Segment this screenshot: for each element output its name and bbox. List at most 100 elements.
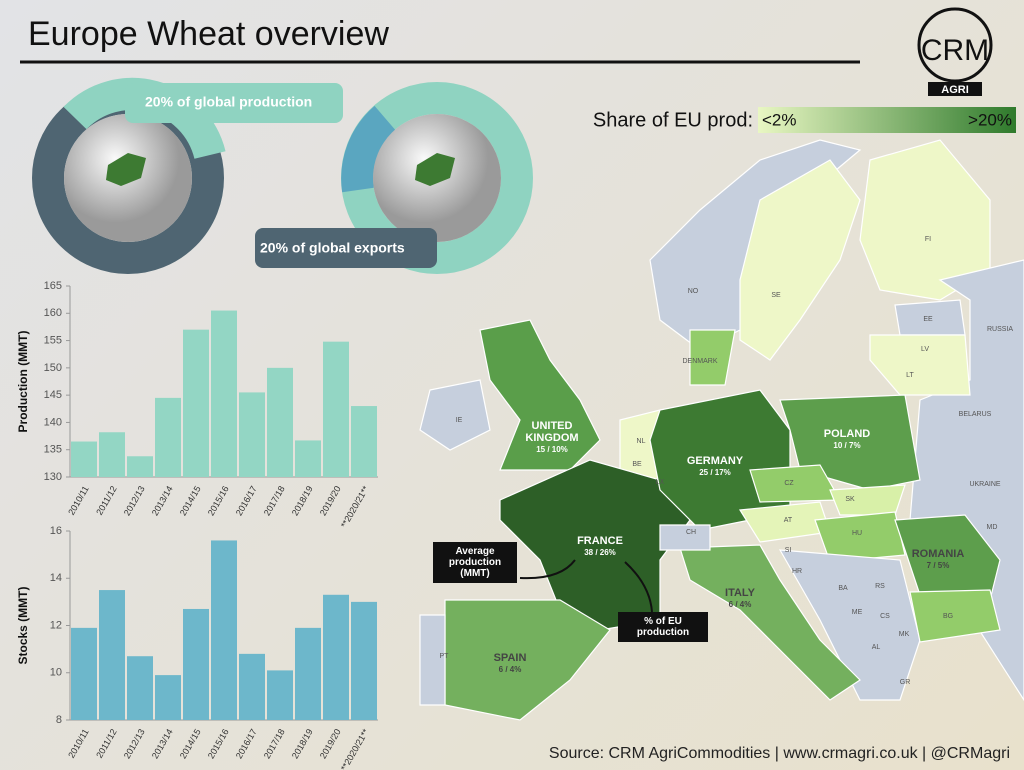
- x-tick-label: 2014/15: [178, 484, 203, 517]
- country-name: ME: [851, 609, 863, 616]
- title: Europe Wheat overview: [28, 15, 389, 53]
- bar: [351, 406, 377, 477]
- country-name: UKRAINE: [969, 481, 1001, 488]
- x-tick-label: 2010/11: [66, 727, 91, 760]
- logo-bar: [928, 82, 982, 96]
- bar: [155, 675, 181, 720]
- x-tick-label: 2018/19: [290, 484, 315, 517]
- country-name: BA: [838, 585, 848, 592]
- country-name: IE: [455, 417, 463, 424]
- x-tick-label: 2010/11: [66, 484, 91, 517]
- country-name: PT: [439, 653, 449, 660]
- x-tick-label: 2016/17: [234, 727, 259, 760]
- map-label: NO: [663, 287, 723, 296]
- arrow: [624, 561, 653, 613]
- map-label: HU: [827, 529, 887, 538]
- x-tick-label: 2016/17: [234, 484, 259, 517]
- map-label: CS: [855, 612, 915, 621]
- source: Source: CRM AgriCommodities | www.crmagr…: [549, 745, 1010, 762]
- y-tick-label: 12: [50, 619, 62, 631]
- map-label: PT: [414, 652, 474, 661]
- map: [419, 139, 1024, 721]
- legend-gradient: [758, 107, 1016, 133]
- y-tick-label: 165: [44, 280, 62, 292]
- y-tick-label: 135: [44, 444, 62, 456]
- bar: [183, 329, 209, 477]
- country-name: AL: [871, 644, 881, 651]
- map-label: UKRAINE: [955, 480, 1015, 489]
- y-tick-label: 140: [44, 416, 62, 428]
- country-name: GERMANY: [686, 455, 744, 467]
- globe-label: 20% of global exports: [260, 240, 405, 256]
- country-detail: 10 / 7%: [833, 441, 861, 450]
- x-tick-label: 2012/13: [122, 727, 147, 760]
- country-name: LV: [920, 346, 930, 353]
- y-tick-label: 160: [44, 307, 62, 319]
- country-name: ITALY: [725, 587, 755, 599]
- map-label: CH: [661, 528, 721, 537]
- country-name: MD: [986, 524, 998, 531]
- map-label: RS: [850, 582, 910, 591]
- country-name: SE: [771, 292, 781, 299]
- x-tick-label: 2011/12: [94, 727, 119, 760]
- map-label: LT: [880, 371, 940, 380]
- map-label: POLAND 10 / 7%: [807, 428, 887, 452]
- bar: [99, 432, 125, 477]
- country-name: FI: [924, 236, 932, 243]
- map-label: AT: [758, 516, 818, 525]
- country-name: SK: [845, 496, 855, 503]
- map-label: LV: [895, 345, 955, 354]
- map-label: FRANCE 38 / 26%: [560, 535, 640, 559]
- arrow: [519, 559, 576, 580]
- x-tick-label: 2015/16: [206, 484, 231, 517]
- x-tick-label: 2018/19: [290, 727, 315, 760]
- map-label: SK: [820, 495, 880, 504]
- country-name: AT: [783, 517, 793, 524]
- country-name: SI: [784, 547, 792, 554]
- bar: [127, 656, 153, 720]
- y-tick-label: 14: [50, 572, 62, 584]
- bar: [99, 590, 125, 720]
- legend-low: <2%: [762, 110, 797, 129]
- annotation: Average production (MMT): [433, 542, 517, 583]
- bar: [323, 341, 349, 477]
- map-label: NL: [611, 437, 671, 446]
- legend-title: Share of EU prod:: [593, 109, 753, 131]
- map-label: MD: [962, 523, 1022, 532]
- x-tick-label: 2015/16: [206, 727, 231, 760]
- x-tick-label: 2013/14: [150, 484, 175, 517]
- map-label: BE: [607, 460, 667, 469]
- map-label: BG: [918, 612, 978, 621]
- country-name: POLAND: [823, 428, 871, 440]
- globe-label: 20% of global production: [145, 94, 312, 110]
- bar: [71, 441, 97, 477]
- map-label: ITALY 6 / 4%: [700, 587, 780, 611]
- country-name: LX: [655, 479, 665, 486]
- country-name: FRANCE: [577, 535, 623, 547]
- country-name: BELARUS: [958, 411, 992, 418]
- y-tick-label: 155: [44, 334, 62, 346]
- x-tick-label: **2020/21**: [339, 484, 371, 530]
- country-name: SPAIN: [493, 652, 527, 664]
- map-label: HR: [767, 567, 827, 576]
- country-name: LT: [906, 372, 914, 379]
- map-label: IE: [429, 416, 489, 425]
- country-detail: 6 / 4%: [498, 665, 522, 674]
- legend-high: >20%: [968, 110, 1012, 129]
- y-axis-label: Production (MMT): [16, 331, 30, 433]
- map-label: RUSSIA: [970, 325, 1024, 334]
- y-tick-label: 145: [44, 389, 62, 401]
- bar: [267, 670, 293, 720]
- y-tick-label: 130: [44, 471, 62, 483]
- country-name: GR: [899, 679, 911, 686]
- country-name: HU: [851, 530, 863, 537]
- bar: [211, 540, 237, 720]
- bar: [211, 310, 237, 477]
- x-tick-label: 2014/15: [178, 727, 203, 760]
- map-label: ROMANIA 7 / 5%: [898, 548, 978, 572]
- x-tick-label: 2012/13: [122, 484, 147, 517]
- x-tick-label: 2017/18: [262, 727, 287, 760]
- map-label: SI: [758, 546, 818, 555]
